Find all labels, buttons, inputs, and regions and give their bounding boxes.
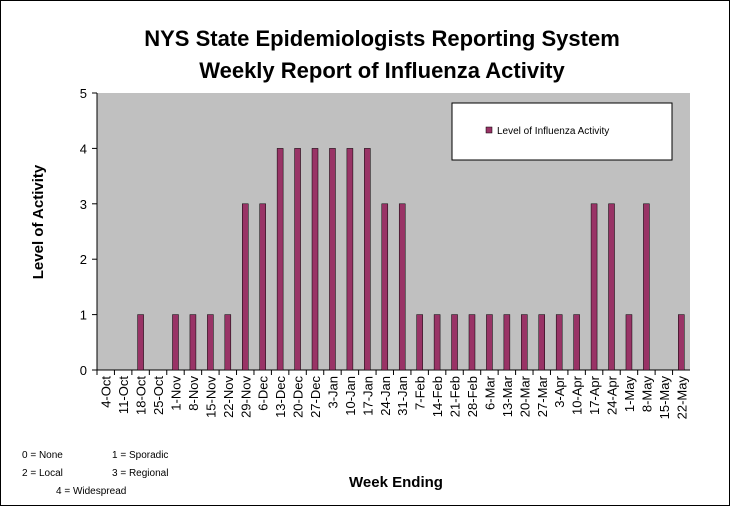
bar	[608, 203, 615, 371]
bar	[521, 314, 528, 371]
x-tick-label: 21-Feb	[448, 376, 463, 417]
x-tick-label: 3-Jan	[325, 376, 340, 409]
x-tick-label: 17-Jan	[360, 376, 375, 416]
x-tick-label: 29-Nov	[238, 376, 253, 418]
chart-title: NYS State Epidemiologists Reporting Syst…	[144, 26, 620, 51]
x-tick-label: 1-May	[622, 376, 637, 413]
bar	[590, 203, 598, 371]
x-tick-label: 22-May	[674, 376, 689, 420]
x-tick-label: 6-Dec	[256, 376, 271, 411]
bar	[189, 314, 197, 371]
y-tick-label: 4	[80, 141, 87, 156]
x-tick-label: 18-Oct	[134, 376, 149, 415]
bar	[503, 314, 511, 371]
x-tick-label: 22-Nov	[221, 376, 236, 418]
x-tick-label: 13-Dec	[273, 376, 288, 418]
legend-label: Level of Influenza Activity	[497, 126, 609, 137]
x-tick-label: 25-Oct	[151, 376, 166, 415]
y-tick-label: 3	[80, 197, 87, 212]
x-tick-label: 20-Dec	[291, 376, 306, 418]
bar	[294, 148, 301, 371]
x-tick-label: 28-Feb	[465, 376, 480, 417]
x-tick-label: 8-May	[639, 376, 654, 413]
bar	[678, 314, 685, 371]
x-tick-label: 15-May	[657, 376, 672, 420]
note: 0 = None	[22, 450, 63, 461]
x-tick-label: 4-Oct	[99, 376, 114, 408]
bar	[398, 203, 406, 371]
bar	[468, 314, 476, 371]
x-axis-label: Week Ending	[349, 474, 443, 491]
x-tick-label: 14-Feb	[430, 376, 445, 417]
bar	[346, 148, 354, 371]
x-tick-label: 20-Mar	[517, 375, 532, 417]
x-tick-label: 13-Mar	[500, 375, 515, 417]
note: 1 = Sporadic	[112, 450, 168, 461]
x-tick-label: 31-Jan	[395, 376, 410, 416]
bar	[381, 203, 389, 371]
bar	[172, 314, 179, 371]
bar	[486, 314, 493, 371]
bar	[259, 203, 266, 371]
x-tick-label: 8-Nov	[186, 376, 201, 411]
x-tick-label: 10-Jan	[343, 376, 358, 416]
x-tick-label: 27-Mar	[535, 375, 550, 417]
y-tick-label: 2	[80, 252, 87, 267]
bar	[643, 203, 650, 371]
bar	[573, 314, 580, 371]
x-tick-label: 24-Jan	[378, 376, 393, 416]
bar	[433, 314, 441, 371]
x-tick-label: 3-Apr	[552, 375, 567, 407]
bar	[242, 203, 249, 371]
note: 3 = Regional	[112, 468, 168, 479]
bar	[451, 314, 458, 371]
bar	[538, 314, 545, 371]
bar	[311, 148, 319, 371]
x-tick-label: 1-Nov	[168, 376, 183, 411]
x-tick-label: 7-Feb	[413, 376, 428, 410]
legend-swatch	[485, 126, 493, 134]
chart-subtitle: Weekly Report of Influenza Activity	[199, 58, 565, 83]
note: 2 = Local	[22, 468, 63, 479]
bar	[555, 314, 563, 371]
bar	[276, 148, 284, 371]
x-tick-label: 24-Apr	[605, 375, 620, 415]
y-axis-label: Level of Activity	[30, 164, 47, 279]
bar	[207, 314, 214, 371]
y-tick-label: 5	[80, 86, 87, 101]
note: 4 = Widespread	[56, 486, 126, 497]
bar	[224, 314, 232, 371]
y-tick-label: 0	[80, 363, 87, 378]
x-tick-label: 10-Apr	[570, 375, 585, 415]
y-tick-label: 1	[80, 308, 87, 323]
bar	[625, 314, 633, 371]
x-tick-label: 17-Apr	[587, 375, 602, 415]
x-tick-label: 15-Nov	[203, 376, 218, 418]
bar	[364, 148, 371, 371]
x-tick-label: 27-Dec	[308, 376, 323, 418]
bar	[416, 314, 423, 371]
bar	[329, 148, 336, 371]
bar	[137, 314, 144, 371]
x-tick-label: 6-Mar	[482, 375, 497, 410]
x-tick-label: 11-Oct	[116, 376, 131, 414]
